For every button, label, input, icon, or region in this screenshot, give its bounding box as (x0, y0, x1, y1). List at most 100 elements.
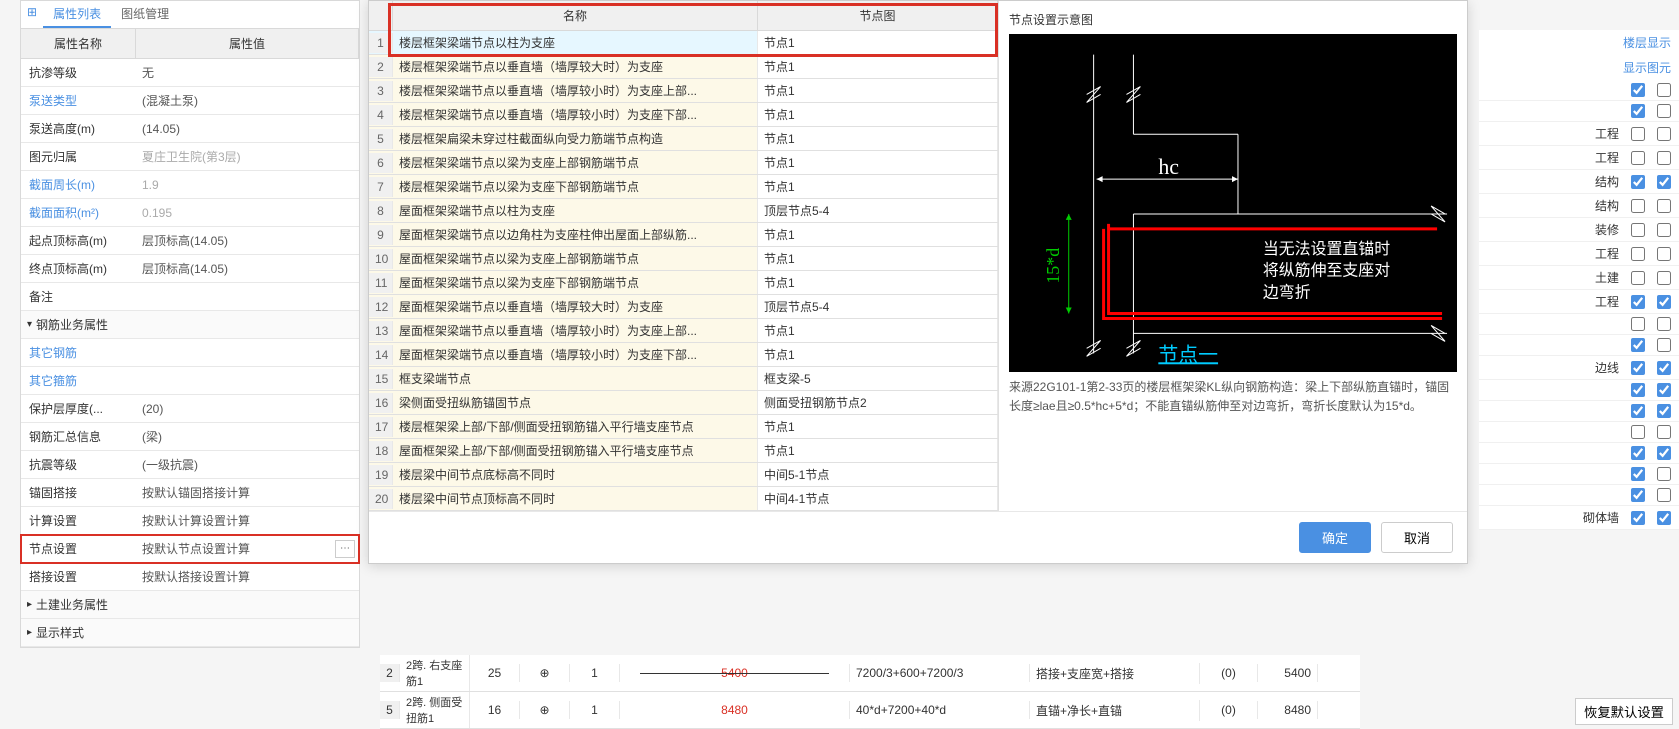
prop-value[interactable]: 层顶标高(14.05) (136, 256, 359, 281)
layer-check-a[interactable] (1631, 361, 1645, 375)
row-node[interactable]: 节点1 (758, 415, 998, 438)
layer-check-a[interactable] (1631, 223, 1645, 237)
layer-check-b[interactable] (1657, 295, 1671, 309)
layer-check-b[interactable] (1657, 338, 1671, 352)
rebar-row[interactable]: 2 2跨. 右支座筋1 25 ⊕ 1 5400 7200/3+600+7200/… (380, 655, 1360, 692)
layer-check-a[interactable] (1631, 199, 1645, 213)
prop-value[interactable]: (梁) (136, 424, 359, 449)
prop-row[interactable]: 抗渗等级 无 (21, 59, 359, 87)
prop-value[interactable]: (混凝土泵) (136, 88, 359, 113)
row-node[interactable]: 节点1 (758, 127, 998, 150)
dlg-row[interactable]: 14 屋面框架梁端节点以垂直墙（墙厚较小时）为支座下部... 节点1 (369, 343, 998, 367)
dlg-row[interactable]: 3 楼层框架梁端节点以垂直墙（墙厚较小时）为支座上部... 节点1 (369, 79, 998, 103)
layer-check-b[interactable] (1657, 104, 1671, 118)
dlg-row[interactable]: 16 梁侧面受扭纵筋锚固节点 侧面受扭钢筋节点2 (369, 391, 998, 415)
layer-check-a[interactable] (1631, 127, 1645, 141)
dlg-row[interactable]: 19 楼层梁中间节点底标高不同时 中间5-1节点 (369, 463, 998, 487)
dlg-row[interactable]: 4 楼层框架梁端节点以垂直墙（墙厚较小时）为支座下部... 节点1 (369, 103, 998, 127)
dlg-row[interactable]: 7 楼层框架梁端节点以梁为支座下部钢筋端节点 节点1 (369, 175, 998, 199)
layer-check-a[interactable] (1631, 511, 1645, 525)
dlg-row[interactable]: 2 楼层框架梁端节点以垂直墙（墙厚较大时）为支座 节点1 (369, 55, 998, 79)
section-rebar[interactable]: ▾钢筋业务属性 (21, 311, 359, 339)
layer-check-a[interactable] (1631, 338, 1645, 352)
prop-row[interactable]: 计算设置 按默认计算设置计算 (21, 507, 359, 535)
prop-row[interactable]: 钢筋汇总信息 (梁) (21, 423, 359, 451)
prop-row[interactable]: 图元归属 夏庄卫生院(第3层) (21, 143, 359, 171)
prop-row[interactable]: 截面周长(m) 1.9 (21, 171, 359, 199)
row-node[interactable]: 节点1 (758, 439, 998, 462)
layer-check-a[interactable] (1631, 404, 1645, 418)
row-node[interactable]: 节点1 (758, 223, 998, 246)
rs-head-elem[interactable]: 显示图元 (1479, 55, 1679, 80)
layer-check-b[interactable] (1657, 223, 1671, 237)
layer-check-a[interactable] (1631, 295, 1645, 309)
dlg-row[interactable]: 18 屋面框架梁上部/下部/侧面受扭钢筋锚入平行墙支座节点 节点1 (369, 439, 998, 463)
layer-check-b[interactable] (1657, 83, 1671, 97)
more-button[interactable]: ⋯ (335, 540, 355, 558)
prop-row[interactable]: 起点顶标高(m) 层顶标高(14.05) (21, 227, 359, 255)
row-node[interactable]: 框支梁-5 (758, 367, 998, 390)
row-node[interactable]: 节点1 (758, 319, 998, 342)
layer-check-a[interactable] (1631, 446, 1645, 460)
tab-icon[interactable]: ⊞ (21, 1, 43, 28)
section-display[interactable]: ▸显示样式 (21, 619, 359, 647)
layer-check-b[interactable] (1657, 247, 1671, 261)
layer-check-a[interactable] (1631, 488, 1645, 502)
dlg-row[interactable]: 10 屋面框架梁端节点以梁为支座上部钢筋端节点 节点1 (369, 247, 998, 271)
layer-check-b[interactable] (1657, 151, 1671, 165)
section-civil[interactable]: ▸土建业务属性 (21, 591, 359, 619)
row-node[interactable]: 节点1 (758, 271, 998, 294)
dlg-row[interactable]: 8 屋面框架梁端节点以柱为支座 顶层节点5-4 (369, 199, 998, 223)
prop-row[interactable]: 备注 (21, 283, 359, 311)
prop-value[interactable]: 按默认锚固搭接计算 (136, 480, 359, 505)
ok-button[interactable]: 确定 (1299, 522, 1371, 553)
prop-value[interactable] (136, 349, 359, 357)
layer-check-b[interactable] (1657, 488, 1671, 502)
row-node[interactable]: 节点1 (758, 343, 998, 366)
row-node[interactable]: 侧面受扭钢筋节点2 (758, 391, 998, 414)
dlg-row[interactable]: 5 楼层框架扁梁未穿过柱截面纵向受力筋端节点构造 节点1 (369, 127, 998, 151)
layer-check-b[interactable] (1657, 127, 1671, 141)
prop-row[interactable]: 泵送类型 (混凝土泵) (21, 87, 359, 115)
dlg-row[interactable]: 6 楼层框架梁端节点以梁为支座上部钢筋端节点 节点1 (369, 151, 998, 175)
layer-check-b[interactable] (1657, 467, 1671, 481)
prop-value[interactable]: 按默认搭接设置计算 (136, 564, 359, 589)
row-node[interactable]: 中间5-1节点 (758, 463, 998, 486)
dlg-row[interactable]: 9 屋面框架梁端节点以边角柱为支座柱伸出屋面上部纵筋... 节点1 (369, 223, 998, 247)
row-node[interactable]: 节点1 (758, 151, 998, 174)
dlg-row[interactable]: 17 楼层框架梁上部/下部/侧面受扭钢筋锚入平行墙支座节点 节点1 (369, 415, 998, 439)
prop-value[interactable] (136, 293, 359, 301)
cancel-button[interactable]: 取消 (1381, 522, 1453, 553)
layer-check-a[interactable] (1631, 247, 1645, 261)
prop-value[interactable]: 按默认计算设置计算 (136, 508, 359, 533)
row-node[interactable]: 顶层节点5-4 (758, 199, 998, 222)
prop-value[interactable] (136, 377, 359, 385)
layer-check-b[interactable] (1657, 199, 1671, 213)
prop-row[interactable]: 终点顶标高(m) 层顶标高(14.05) (21, 255, 359, 283)
layer-check-b[interactable] (1657, 511, 1671, 525)
layer-check-a[interactable] (1631, 83, 1645, 97)
row-node[interactable]: 节点1 (758, 247, 998, 270)
dlg-row[interactable]: 1 楼层框架梁端节点以柱为支座 节点1 (369, 31, 998, 55)
rebar-row[interactable]: 5 2跨. 侧面受扭筋1 16 ⊕ 1 8480 40*d+7200+40*d … (380, 692, 1360, 729)
layer-check-b[interactable] (1657, 317, 1671, 331)
row-node[interactable]: 节点1 (758, 175, 998, 198)
layer-check-a[interactable] (1631, 271, 1645, 285)
prop-value[interactable]: (20) (136, 398, 359, 420)
prop-value[interactable]: 层顶标高(14.05) (136, 228, 359, 253)
row-node[interactable]: 节点1 (758, 55, 998, 78)
prop-row[interactable]: 搭接设置 按默认搭接设置计算 (21, 563, 359, 591)
layer-check-a[interactable] (1631, 175, 1645, 189)
prop-row[interactable]: 抗震等级 (一级抗震) (21, 451, 359, 479)
prop-value[interactable]: (14.05) (136, 118, 359, 140)
layer-check-b[interactable] (1657, 361, 1671, 375)
prop-value[interactable]: 夏庄卫生院(第3层) (136, 144, 359, 169)
layer-check-a[interactable] (1631, 104, 1645, 118)
prop-row[interactable]: 截面面积(m²) 0.195 (21, 199, 359, 227)
rs-head-floor[interactable]: 楼层显示 (1479, 30, 1679, 55)
layer-check-a[interactable] (1631, 467, 1645, 481)
prop-row[interactable]: 其它钢筋 (21, 339, 359, 367)
tab-drawings[interactable]: 图纸管理 (111, 1, 179, 28)
prop-value[interactable]: 按默认节点设置计算⋯ (136, 536, 359, 561)
layer-check-b[interactable] (1657, 271, 1671, 285)
